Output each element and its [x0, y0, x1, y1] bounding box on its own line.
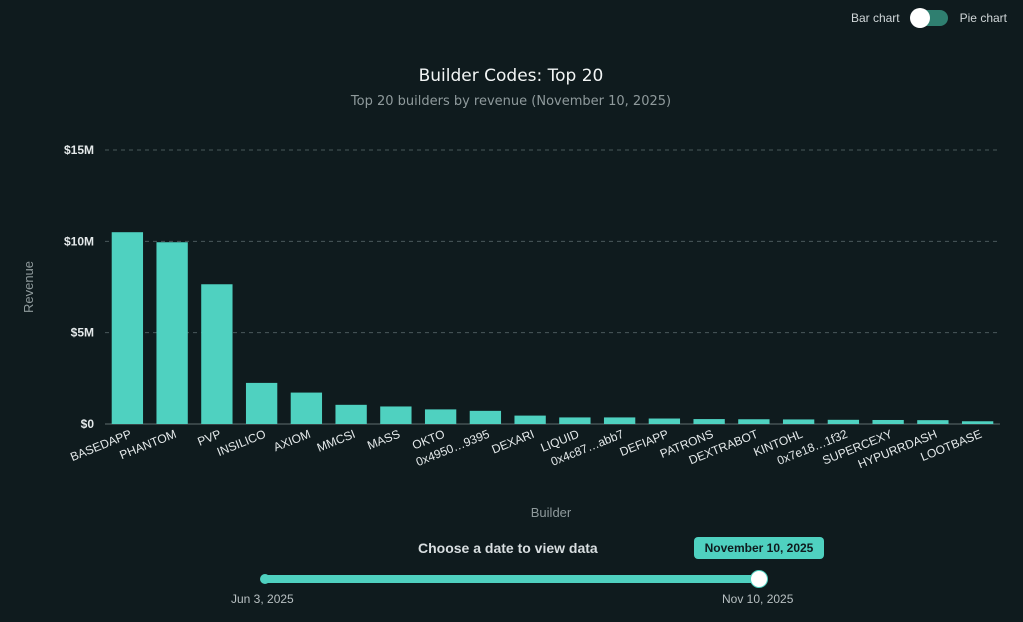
bar — [782, 419, 815, 424]
bar — [201, 284, 233, 424]
revenue-bar-chart: Builder Codes: Top 20 Top 20 builders by … — [21, 66, 1000, 520]
y-tick-label: $0 — [81, 417, 95, 431]
bar — [424, 409, 457, 424]
chart-title: Builder Codes: Top 20 — [419, 66, 604, 86]
selected-date-badge: November 10, 2025 — [694, 537, 824, 559]
x-tick-label: AXIOM — [271, 427, 312, 454]
date-slider-handle[interactable] — [750, 570, 768, 588]
bar — [738, 419, 770, 424]
y-tick-label: $5M — [71, 326, 94, 340]
bar — [469, 410, 502, 424]
bar — [648, 418, 681, 424]
bar — [290, 392, 323, 424]
chart-type-switch[interactable] — [909, 8, 948, 28]
date-slider-track[interactable] — [260, 574, 760, 584]
bar — [335, 404, 367, 424]
slider-max-label: Nov 10, 2025 — [722, 592, 794, 606]
bar — [245, 382, 278, 424]
y-tick-label: $15M — [64, 143, 94, 157]
bar — [603, 417, 636, 424]
x-tick-label: MASS — [365, 427, 402, 453]
x-tick-label: INSILICO — [215, 427, 268, 459]
date-slider-start[interactable] — [260, 574, 270, 584]
y-tick-label: $10M — [64, 234, 94, 248]
bar — [380, 406, 412, 424]
bar — [514, 415, 546, 424]
bar — [961, 421, 994, 424]
bar-chart-label[interactable]: Bar chart — [850, 11, 900, 25]
bar — [693, 419, 725, 424]
pie-chart-label[interactable]: Pie chart — [959, 11, 1007, 25]
bar — [156, 242, 188, 424]
chart-subtitle: Top 20 builders by revenue (November 10,… — [350, 94, 671, 109]
chart-type-toggle: Bar chart Pie chart — [850, 8, 1007, 28]
bar — [917, 420, 949, 424]
bar — [559, 417, 591, 424]
bar — [827, 419, 860, 424]
slider-min-label: Jun 3, 2025 — [231, 592, 294, 606]
switch-knob[interactable] — [909, 8, 930, 28]
x-tick-label: MMCSI — [315, 427, 357, 455]
x-tick-label: DEXARI — [490, 427, 537, 457]
y-axis-label: Revenue — [21, 261, 36, 313]
date-picker-label: Choose a date to view data — [418, 540, 598, 556]
bar — [111, 232, 144, 424]
bar — [872, 419, 904, 424]
x-axis-label: Builder — [531, 505, 572, 520]
